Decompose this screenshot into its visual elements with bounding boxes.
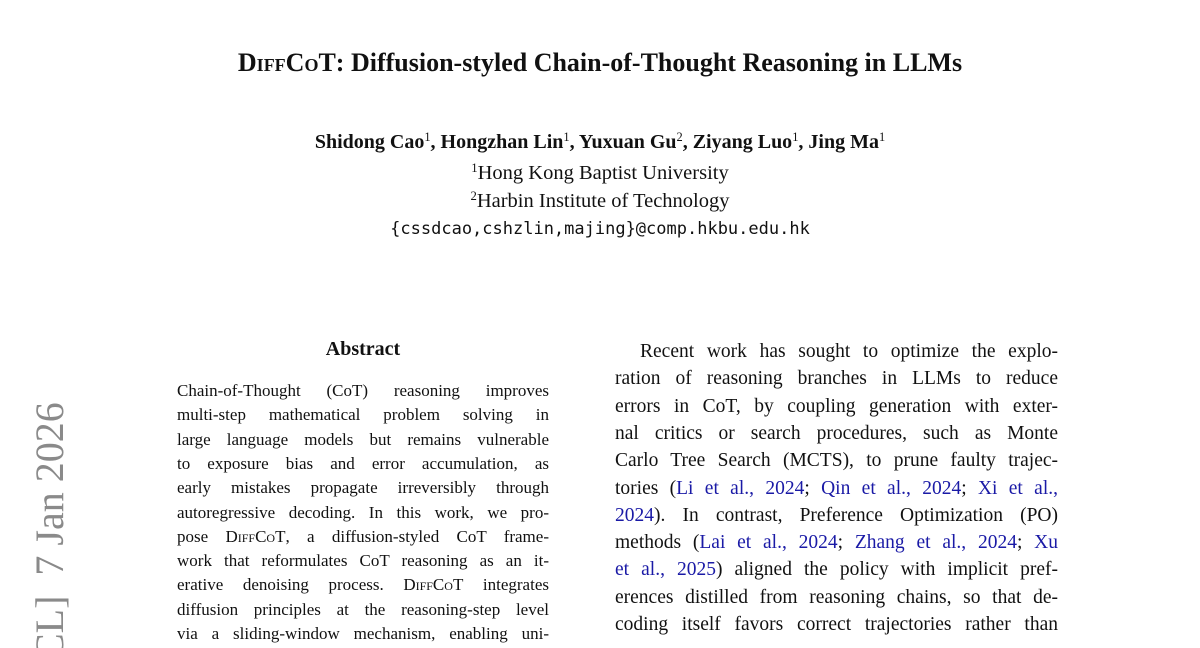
text-segment: Carlo Tree Search (MCTS), to prune fault… [615,450,1058,472]
text-segment: ; [961,477,978,499]
body-line: 2024). In contrast, Preference Optimizat… [615,506,1058,526]
text-segment: erences distilled from reasoning chains,… [615,586,1058,608]
author-name: Ziyang Luo [692,131,793,153]
author-separator: , [430,131,441,153]
email: {cssdcao,cshzlin,majing}@comp.hkbu.edu.h… [390,219,810,239]
text-segment: tories ( [615,477,677,499]
author-separator: , [682,131,693,153]
abstract-heading: Abstract [325,338,401,360]
affiliation-name: Harbin Institute of Technology [476,190,730,212]
abstract-line: pose DiffCoT, a diffusion-styled CoT fra… [177,528,549,545]
text-segment: diffusion principles at the reasoning-st… [177,599,549,619]
text-segment: early mistakes propagate irreversibly th… [177,478,549,498]
authors: Shidong Cao1, Hongzhan Lin1, Yuxuan Gu2,… [0,131,1200,154]
text-segment: errors in CoT, by coupling generation wi… [615,395,1058,417]
body-line: methods (Lai et al., 2024; Zhang et al.,… [615,533,1058,553]
citation[interactable]: Zhang et al., 2024 [854,532,1017,554]
author-name: Hongzhan Lin [440,131,564,153]
affiliation: 1Hong Kong Baptist University [0,162,1200,185]
body-line: errors in CoT, by coupling generation wi… [615,395,1058,417]
text-segment: ; [837,532,855,554]
body-line: et al., 2025) aligned the policy with im… [615,560,1058,580]
body-line: coding itself favors correct trajectorie… [615,615,1058,635]
text-segment: Recent work has sought to optimize the e… [640,341,1058,362]
text-segment: methods ( [615,532,700,554]
text-segment: via a sliding-window mechanism, enabling… [177,624,549,643]
affiliation-sup: 1 [471,161,478,176]
author-sup: 2 [676,130,683,145]
body-line: tories (Li et al., 2024; Qin et al., 202… [615,477,1058,499]
text-segment: Chain-of-Thought (CoT) reasoning improve… [177,381,549,400]
abstract-line: autoregressive decoding. In this work, w… [177,504,549,521]
text-segment: autoregressive decoding. In this work, w… [177,502,549,522]
abstract-line: multi-step mathematical problem solving … [177,406,549,423]
abstract-line: Chain-of-Thought (CoT) reasoning improve… [177,382,549,399]
author-separator: , [798,131,809,153]
body-line: erences distilled from reasoning chains,… [615,586,1058,608]
text-segment: multi-step mathematical problem solving … [177,405,549,425]
citation[interactable]: 2024 [615,504,654,526]
text-segment: , a diffusion-styled CoT frame- [285,526,549,546]
affiliation-name: Hong Kong Baptist University [477,162,729,184]
author-name: Shidong Cao [314,131,425,153]
text-segment: ) aligned the policy with implicit pref- [716,559,1058,581]
text-segment: ). In contrast, Preference Optimization … [654,504,1058,526]
author-sup: 1 [424,130,431,145]
author-name: Yuxuan Gu [578,131,677,153]
abstract-line: diffusion principles at the reasoning-st… [177,601,549,618]
author-sup: 1 [878,130,886,145]
author-sup: 1 [792,130,799,145]
affiliation-sup: 2 [470,189,477,204]
citation[interactable]: Xi et al., [977,477,1058,499]
body-line: Recent work has sought to optimize the e… [640,342,1058,362]
abstract-line: early mistakes propagate irreversibly th… [177,479,549,496]
affiliation: 2Harbin Institute of Technology [0,190,1200,213]
abstract-line: large language models but remains vulner… [177,431,549,448]
citation[interactable]: et al., 2025 [615,559,717,581]
paper-title: DiffCoT: Diffusion-styled Chain-of-Thoug… [0,48,1200,78]
text-segment: erative denoising process. [177,575,404,595]
arxiv-stamp: CL] 7 Jan 2026 [27,402,72,648]
text-segment: large language models but remains vulner… [177,429,549,449]
text-segment: DiffCoT [225,526,286,546]
title-rest: : Diffusion-styled Chain-of-Thought Reas… [335,48,963,77]
title-name: DiffCoT [237,48,336,77]
text-segment: coding itself favors correct trajectorie… [615,614,1058,635]
abstract-line: work that reformulates CoT reasoning as … [177,552,549,569]
author-name: Jing Ma [808,131,879,153]
citation[interactable]: Lai et al., 2024 [699,532,838,554]
body-line: ration of reasoning branches in LLMs to … [615,369,1058,389]
citation[interactable]: Xu [1034,532,1059,554]
text-segment: nal critics or search procedures, such a… [615,422,1058,444]
text-segment: ; [1016,532,1035,554]
text-segment: ration of reasoning branches in LLMs to … [615,368,1058,390]
text-segment: ; [804,477,822,499]
abstract-line: via a sliding-window mechanism, enabling… [177,625,549,642]
abstract-line: to exposure bias and error accumulation,… [177,455,549,472]
author-separator: , [569,131,579,153]
text-segment: integrates [463,575,549,595]
citation[interactable]: Qin et al., 2024 [821,477,962,499]
author-sup: 1 [563,130,570,145]
abstract-line: erative denoising process. DiffCoT integ… [177,576,549,593]
text-segment: DiffCoT [403,575,464,595]
text-segment: pose [177,526,226,546]
text-segment: to exposure bias and error accumulation,… [177,453,549,473]
citation[interactable]: Li et al., 2024 [676,477,805,499]
body-line: Carlo Tree Search (MCTS), to prune fault… [615,451,1058,471]
body-line: nal critics or search procedures, such a… [615,424,1058,444]
text-segment: work that reformulates CoT reasoning as … [177,551,549,571]
